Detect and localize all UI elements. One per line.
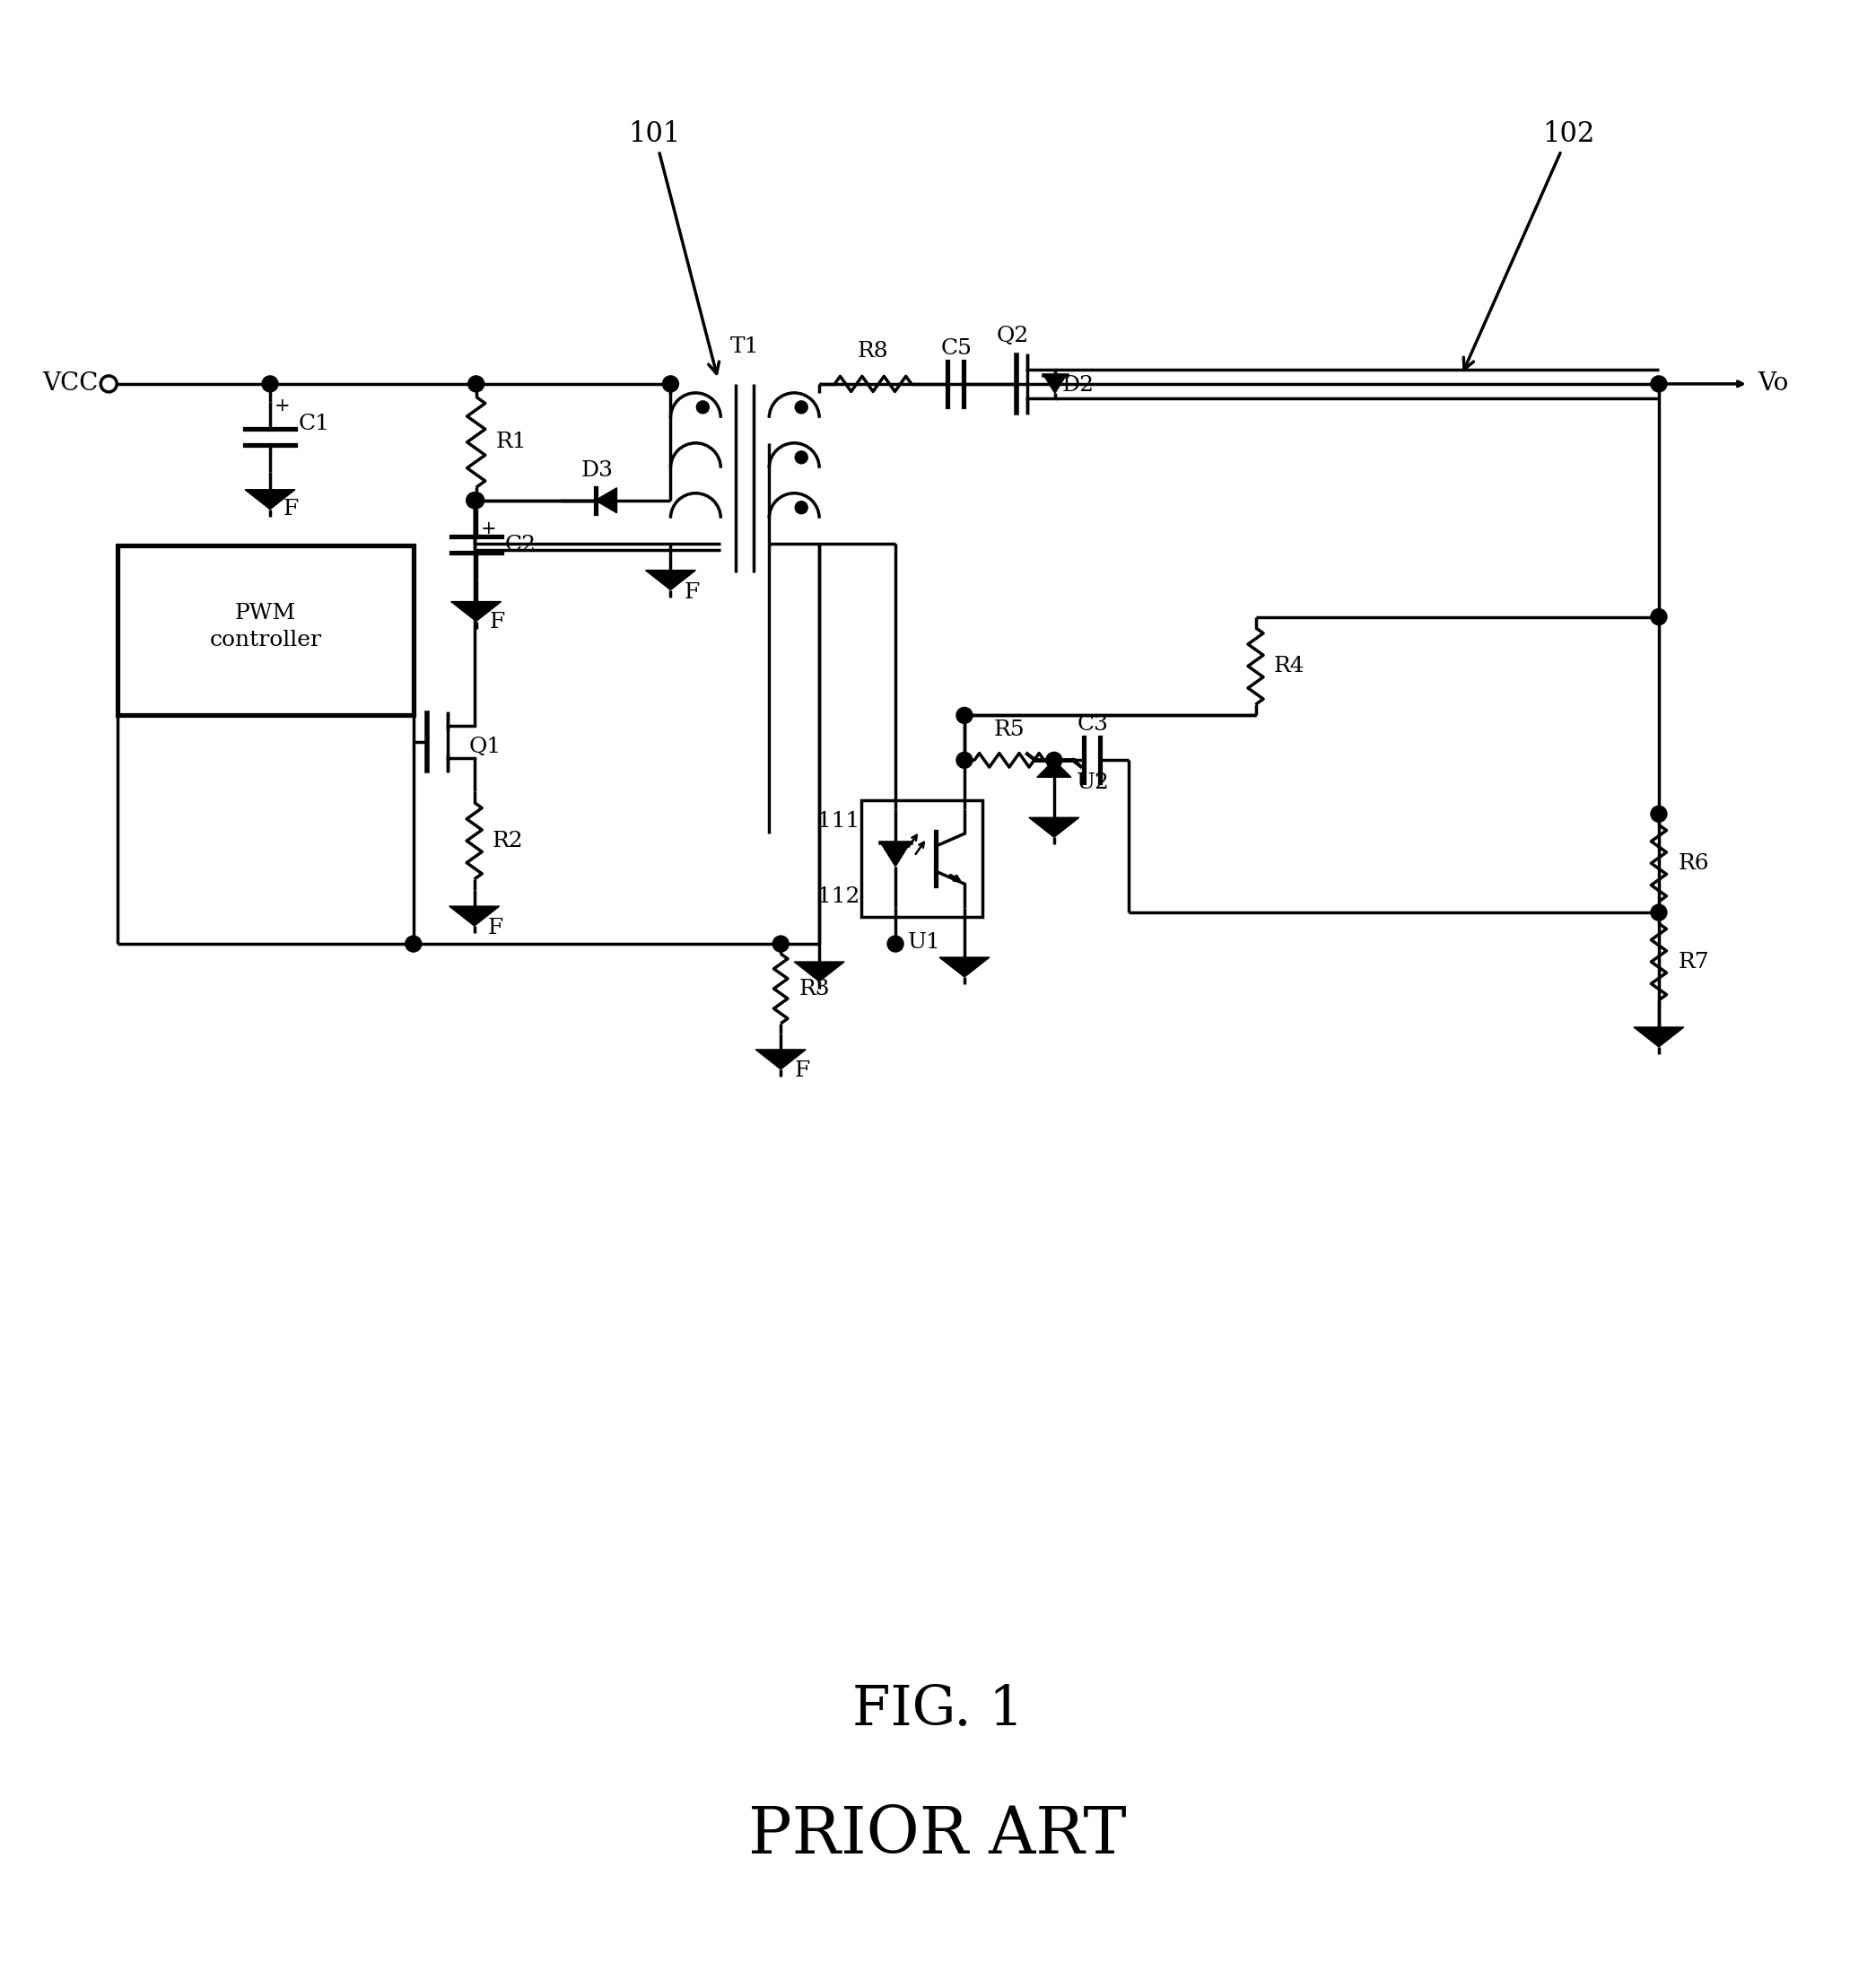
Text: 102: 102	[1463, 121, 1595, 370]
Text: U2: U2	[1077, 772, 1109, 792]
Circle shape	[795, 501, 809, 513]
Text: +: +	[480, 521, 497, 537]
Text: R3: R3	[799, 978, 829, 1000]
Text: C5: C5	[940, 339, 972, 358]
Text: PRIOR ART: PRIOR ART	[749, 1804, 1127, 1867]
Circle shape	[1651, 905, 1668, 921]
Circle shape	[467, 376, 484, 392]
Polygon shape	[794, 962, 844, 982]
Polygon shape	[450, 602, 501, 622]
Circle shape	[887, 937, 904, 952]
Text: Q2: Q2	[996, 325, 1030, 347]
Text: F: F	[488, 917, 503, 939]
Text: D2: D2	[1062, 376, 1094, 396]
Polygon shape	[1028, 818, 1079, 838]
Text: C2: C2	[505, 535, 537, 556]
Text: +: +	[274, 398, 291, 414]
Circle shape	[1651, 806, 1668, 822]
Circle shape	[795, 400, 809, 414]
Text: C3: C3	[1077, 715, 1109, 735]
Text: R2: R2	[492, 830, 523, 851]
Text: R4: R4	[1274, 655, 1304, 677]
Text: R7: R7	[1679, 952, 1709, 972]
Circle shape	[1047, 752, 1062, 768]
Polygon shape	[940, 956, 989, 976]
Circle shape	[662, 376, 679, 392]
Text: 111: 111	[818, 810, 859, 832]
Text: F: F	[685, 582, 700, 604]
Bar	[118, 545, 413, 715]
Polygon shape	[1634, 1028, 1685, 1047]
Text: C1: C1	[298, 414, 330, 434]
Polygon shape	[595, 487, 617, 513]
Text: R1: R1	[495, 432, 527, 453]
Text: VCC: VCC	[41, 372, 98, 396]
Text: F: F	[490, 612, 505, 632]
Polygon shape	[756, 1049, 807, 1069]
Text: T1: T1	[730, 337, 760, 356]
Text: R8: R8	[857, 341, 889, 362]
Text: PWM
controller: PWM controller	[210, 604, 321, 651]
Circle shape	[1651, 376, 1668, 392]
Circle shape	[795, 451, 809, 463]
Text: D3: D3	[582, 459, 613, 481]
Circle shape	[263, 376, 278, 392]
Circle shape	[773, 937, 788, 952]
Circle shape	[1651, 608, 1668, 626]
Text: 101: 101	[628, 121, 719, 374]
Circle shape	[957, 707, 972, 723]
Polygon shape	[1037, 760, 1071, 778]
Text: F: F	[794, 1061, 810, 1081]
Circle shape	[405, 937, 422, 952]
Polygon shape	[1043, 374, 1067, 394]
Text: 112: 112	[818, 887, 859, 907]
Circle shape	[467, 493, 482, 509]
Text: F: F	[283, 499, 298, 519]
Polygon shape	[246, 489, 295, 509]
Polygon shape	[645, 570, 696, 590]
Polygon shape	[448, 907, 499, 927]
Circle shape	[467, 493, 484, 509]
Text: R5: R5	[994, 721, 1024, 741]
Circle shape	[957, 752, 972, 768]
Circle shape	[696, 400, 709, 414]
Text: R6: R6	[1679, 853, 1709, 873]
Polygon shape	[880, 842, 910, 867]
Text: FIG. 1: FIG. 1	[852, 1683, 1022, 1736]
Text: Q1: Q1	[469, 737, 501, 756]
Text: U1: U1	[908, 933, 940, 952]
Text: Vo: Vo	[1758, 372, 1788, 396]
Bar	[861, 800, 983, 917]
